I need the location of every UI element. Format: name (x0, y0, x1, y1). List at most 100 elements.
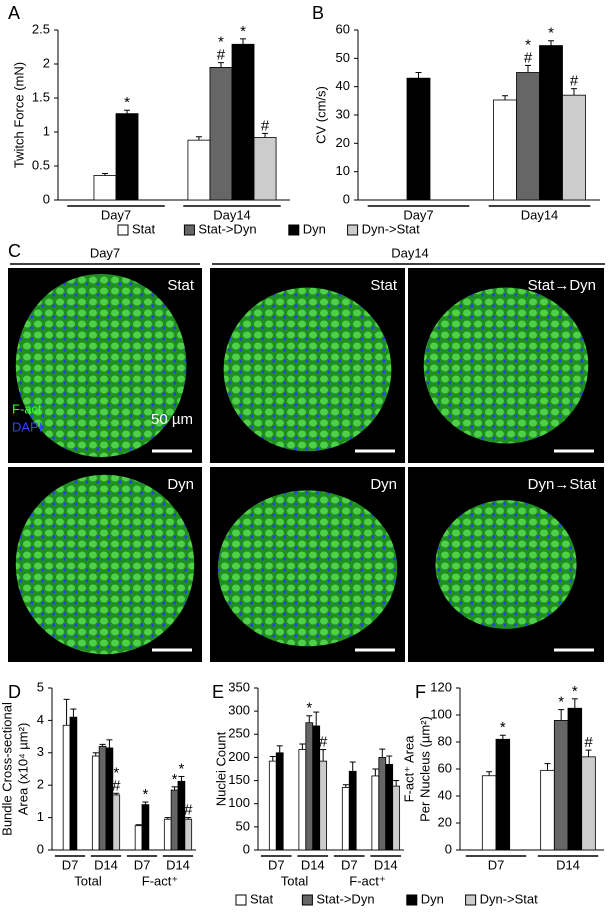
y-tick-label: 50 (236, 818, 250, 833)
group-label: F-act⁺ (349, 873, 385, 888)
tissue (435, 500, 577, 629)
bar (493, 99, 517, 201)
bar (91, 755, 100, 851)
bar (184, 818, 193, 851)
bar (275, 752, 284, 851)
y-tick-label: 1 (43, 123, 50, 138)
x-tick-label: D14 (166, 857, 190, 872)
error-bar (276, 745, 283, 753)
bar (170, 789, 179, 851)
bar (134, 825, 143, 851)
error-bar (269, 756, 276, 762)
significance-marker: * (500, 719, 506, 736)
significance-marker: # (261, 117, 270, 134)
legend-label: Stat->Dyn (198, 221, 256, 236)
bar (348, 770, 357, 851)
error-bar (99, 743, 106, 747)
y-tick-label: 4 (37, 712, 44, 727)
group-label: Total (281, 873, 309, 888)
error-bar (240, 38, 247, 45)
bar (231, 43, 255, 201)
tissue (223, 287, 392, 452)
bar (209, 67, 233, 201)
y-tick-label: 60 (336, 21, 350, 36)
y-tick-label: 20 (438, 814, 452, 829)
error-bar (171, 786, 178, 791)
legend-swatch (183, 224, 195, 236)
bar-chart: F F-act⁺ Area Per Nucleus (µm²) 0 20 40 60 80 10… (401, 679, 604, 872)
x-tick-label: D14 (94, 857, 118, 872)
bar (93, 175, 117, 201)
y-axis-label: Per Nucleus (µm²) (417, 716, 432, 822)
panel-label: D (8, 682, 21, 702)
panel-label: B (312, 3, 324, 23)
error-bar (135, 824, 142, 826)
error-bar (379, 748, 386, 758)
y-tick-label: 0.5 (32, 157, 50, 172)
error-bar (142, 801, 149, 805)
error-bar (124, 109, 131, 114)
error-bar (547, 40, 554, 46)
bar (567, 707, 583, 851)
error-bar (217, 62, 224, 68)
y-axis-label: CV (cm/s) (313, 86, 328, 144)
legend-swatch (465, 894, 477, 906)
error-bar (544, 763, 551, 771)
bar (371, 775, 380, 851)
error-bar (486, 771, 493, 776)
error-bar (502, 95, 509, 100)
significance-marker: # (524, 49, 533, 66)
bar (385, 763, 394, 851)
bar (298, 749, 307, 851)
panel-label: A (8, 3, 20, 23)
error-bar (349, 761, 356, 772)
y-tick-label: 30 (336, 106, 350, 121)
error-bar (499, 734, 506, 740)
x-tick-label: D7 (488, 857, 505, 872)
y-tick-label: 150 (228, 772, 250, 787)
y-tick-label: 3 (37, 744, 44, 759)
significance-marker: * (240, 23, 246, 40)
legend-label: Stat->Dyn (316, 891, 374, 906)
bar (62, 724, 71, 851)
x-tick-label: Day14 (521, 207, 559, 222)
bar (581, 756, 596, 851)
error-bar (63, 698, 70, 726)
x-tick-label: Day7 (101, 207, 131, 222)
significance-marker: # (584, 734, 593, 751)
y-tick-label: 0 (243, 841, 250, 856)
y-tick-label: 10 (336, 163, 350, 178)
legend-label: Stat (250, 891, 274, 906)
error-bar (313, 711, 320, 726)
error-bar (585, 749, 592, 757)
panel-c: C Day7 Day14 Stat Stat Stat→Dyn Dyn Dyn Dyn→S… (8, 241, 605, 662)
bar (378, 757, 387, 851)
y-tick-label: 300 (228, 703, 250, 718)
x-tick-label: D14 (301, 857, 325, 872)
legend-label: Dyn->Stat (480, 891, 539, 906)
error-bar (262, 132, 269, 138)
legend: Stat Stat->Dyn Dyn Dyn->Stat (117, 221, 420, 236)
significance-marker: * (142, 786, 148, 803)
bar (98, 745, 107, 851)
x-tick-label: D14 (374, 857, 398, 872)
bar (406, 77, 431, 201)
day-header: Day14 (391, 245, 429, 260)
error-bar (164, 817, 171, 820)
tissue (423, 287, 589, 444)
bar (69, 716, 78, 851)
y-tick-label: 2 (43, 55, 50, 70)
y-tick-label: 50 (336, 50, 350, 65)
significance-marker: * (113, 764, 119, 781)
image-label: Stat (167, 277, 195, 294)
y-tick-label: 100 (430, 706, 452, 721)
y-axis-label: F-act⁺ Area (401, 735, 416, 803)
error-bar (525, 64, 532, 73)
stain-label: DAPI (12, 419, 42, 434)
y-tick-label: 0 (37, 841, 44, 856)
y-tick-label: 1.5 (32, 89, 50, 104)
error-bar (570, 88, 577, 96)
significance-marker: * (548, 25, 554, 42)
